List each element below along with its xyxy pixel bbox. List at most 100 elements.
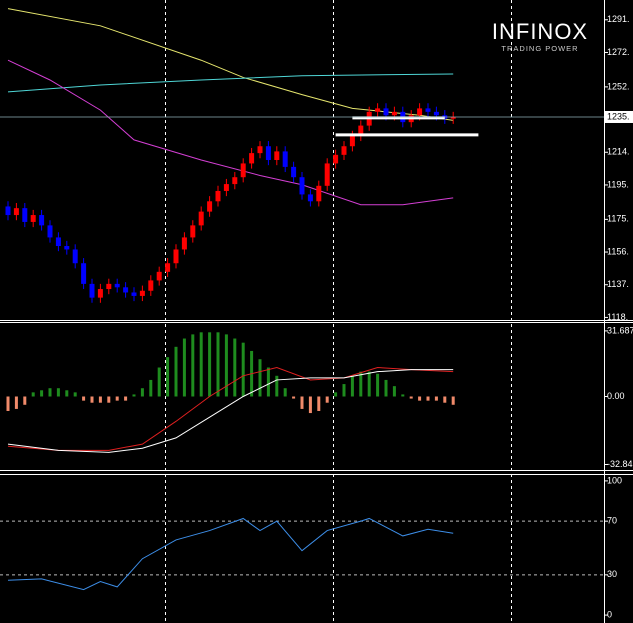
histogram-bar (115, 396, 119, 401)
histogram-bar (241, 342, 245, 397)
candle-body (333, 154, 339, 164)
y-tick-label: 1175. (607, 214, 629, 224)
candle-body (433, 111, 439, 116)
candle-body (249, 153, 255, 164)
histogram-bar (98, 396, 102, 403)
histogram-bar (359, 371, 363, 397)
histogram-bar (14, 396, 18, 409)
y-tick-label: 1291. (607, 14, 630, 24)
y-tick-label: 1195. (607, 179, 629, 189)
candle-body (81, 263, 87, 284)
candle-body (324, 163, 330, 186)
histogram-bar (208, 332, 212, 397)
y-tick-label: 1137. (607, 279, 629, 289)
moving-average (7, 59, 454, 206)
histogram-bar (317, 396, 321, 411)
histogram-bar (182, 338, 186, 397)
moving-average (7, 73, 454, 93)
candle-body (72, 249, 78, 264)
histogram-bar (224, 334, 228, 397)
histogram-bar (124, 396, 128, 401)
candle-body (450, 116, 456, 119)
candle-body (106, 283, 112, 290)
candle-body (265, 146, 271, 160)
candle-body (139, 290, 145, 296)
candle-body (131, 292, 137, 296)
candle-body (215, 190, 221, 202)
histogram-bar (376, 373, 380, 397)
histogram-bar (392, 386, 396, 397)
histogram-bar (443, 396, 447, 403)
y-tick-label: 0 (607, 609, 612, 619)
candle-body (55, 237, 61, 247)
y-tick-label: 1156. (607, 246, 629, 256)
histogram-bar (65, 390, 69, 397)
y-tick-label: 1118. (607, 312, 628, 322)
histogram-bar (233, 338, 237, 397)
candle-body (123, 287, 129, 293)
histogram-bar (409, 396, 413, 399)
histogram-bar (292, 396, 296, 399)
candle-body (232, 177, 238, 185)
histogram-bar (82, 396, 86, 401)
candle-body (291, 166, 297, 178)
histogram-bar (107, 396, 111, 403)
candle-body (190, 225, 196, 238)
candle-body (198, 211, 204, 226)
histogram-bar (308, 396, 312, 414)
logo-tagline: TRADING POWER (501, 44, 578, 53)
histogram-bar (140, 388, 144, 397)
histogram-bar (367, 371, 371, 397)
y-tick-label: 100 (607, 475, 622, 485)
y-tick-label: 1214. (607, 147, 630, 157)
candle-body (22, 208, 28, 222)
histogram-bar (6, 396, 10, 411)
candle-body (383, 108, 389, 116)
candle-body (165, 263, 171, 272)
histogram-bar (166, 357, 170, 397)
candle-body (181, 237, 187, 250)
histogram-bar (418, 396, 422, 401)
y-tick-label: 0.00 (607, 391, 625, 401)
candle-body (391, 111, 397, 116)
histogram-bar (31, 392, 35, 397)
histogram-bar (149, 379, 153, 397)
histogram-bar (342, 384, 346, 397)
histogram-bar (23, 396, 27, 405)
y-tick-label: 1272. (607, 47, 630, 57)
candle-body (425, 108, 431, 112)
histogram-bar (401, 394, 405, 397)
histogram-bar (40, 390, 44, 397)
candle-body (316, 185, 322, 202)
candle-body (417, 108, 423, 116)
candle-body (274, 151, 280, 160)
histogram-bar (258, 359, 262, 397)
candle-body (13, 208, 19, 216)
histogram-bar (191, 334, 195, 397)
candle-body (64, 246, 70, 250)
logo-name: INFINOX (492, 19, 588, 44)
candle-body (257, 146, 263, 154)
histogram-bar (90, 396, 94, 403)
y-tick-label: 30 (607, 569, 617, 579)
histogram-bar (325, 396, 329, 403)
y-tick-label: 31.687 (607, 325, 633, 335)
candle-body (282, 151, 288, 167)
histogram-bar (73, 392, 77, 397)
histogram-bar (434, 396, 438, 401)
candle-body (223, 184, 229, 191)
candle-body (341, 146, 347, 155)
current-price-label: 1235. (607, 111, 630, 121)
indicator-line (7, 366, 454, 451)
histogram-bar (275, 375, 279, 397)
y-tick-label: 70 (607, 516, 617, 526)
candle-body (156, 271, 162, 281)
candle-body (173, 249, 179, 264)
current-price-box (605, 110, 633, 123)
histogram-bar (48, 388, 52, 397)
candle-body (299, 177, 305, 195)
histogram-bar (56, 388, 60, 397)
histogram-bar (157, 367, 161, 397)
